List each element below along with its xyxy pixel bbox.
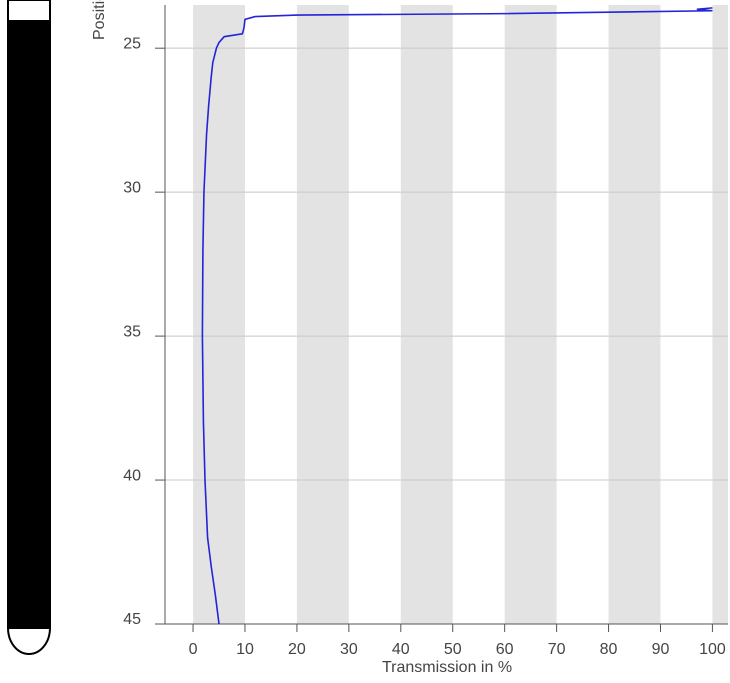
x-tick-label: 60 bbox=[496, 641, 514, 658]
stripe bbox=[504, 5, 557, 624]
y-tick-label: 35 bbox=[123, 323, 141, 340]
y-axis-title: Position bbox=[91, 0, 108, 40]
x-tick-label: 40 bbox=[392, 641, 410, 658]
x-tick-label: 10 bbox=[236, 641, 254, 658]
y-tick-label: 25 bbox=[123, 35, 141, 52]
y-tick-label: 45 bbox=[123, 611, 141, 628]
sample-tube bbox=[6, 0, 52, 655]
x-tick-label: 100 bbox=[699, 641, 726, 658]
x-tick-label: 30 bbox=[340, 641, 358, 658]
y-tick-label: 40 bbox=[123, 467, 141, 484]
stripe bbox=[193, 5, 245, 624]
x-tick-label: 0 bbox=[189, 641, 198, 658]
stripe bbox=[296, 5, 349, 624]
x-tick-label: 70 bbox=[548, 641, 566, 658]
stripe bbox=[608, 5, 661, 624]
x-tick-label: 80 bbox=[600, 641, 618, 658]
line bbox=[201, 7, 713, 625]
x-tick-label: 90 bbox=[652, 641, 670, 658]
x-axis-title: Transmission in % bbox=[382, 659, 512, 676]
stripe bbox=[400, 5, 453, 624]
y-tick-label: 30 bbox=[123, 179, 141, 196]
x-tick-label: 20 bbox=[288, 641, 306, 658]
stripe bbox=[712, 5, 728, 624]
x-tick-label: 50 bbox=[444, 641, 462, 658]
